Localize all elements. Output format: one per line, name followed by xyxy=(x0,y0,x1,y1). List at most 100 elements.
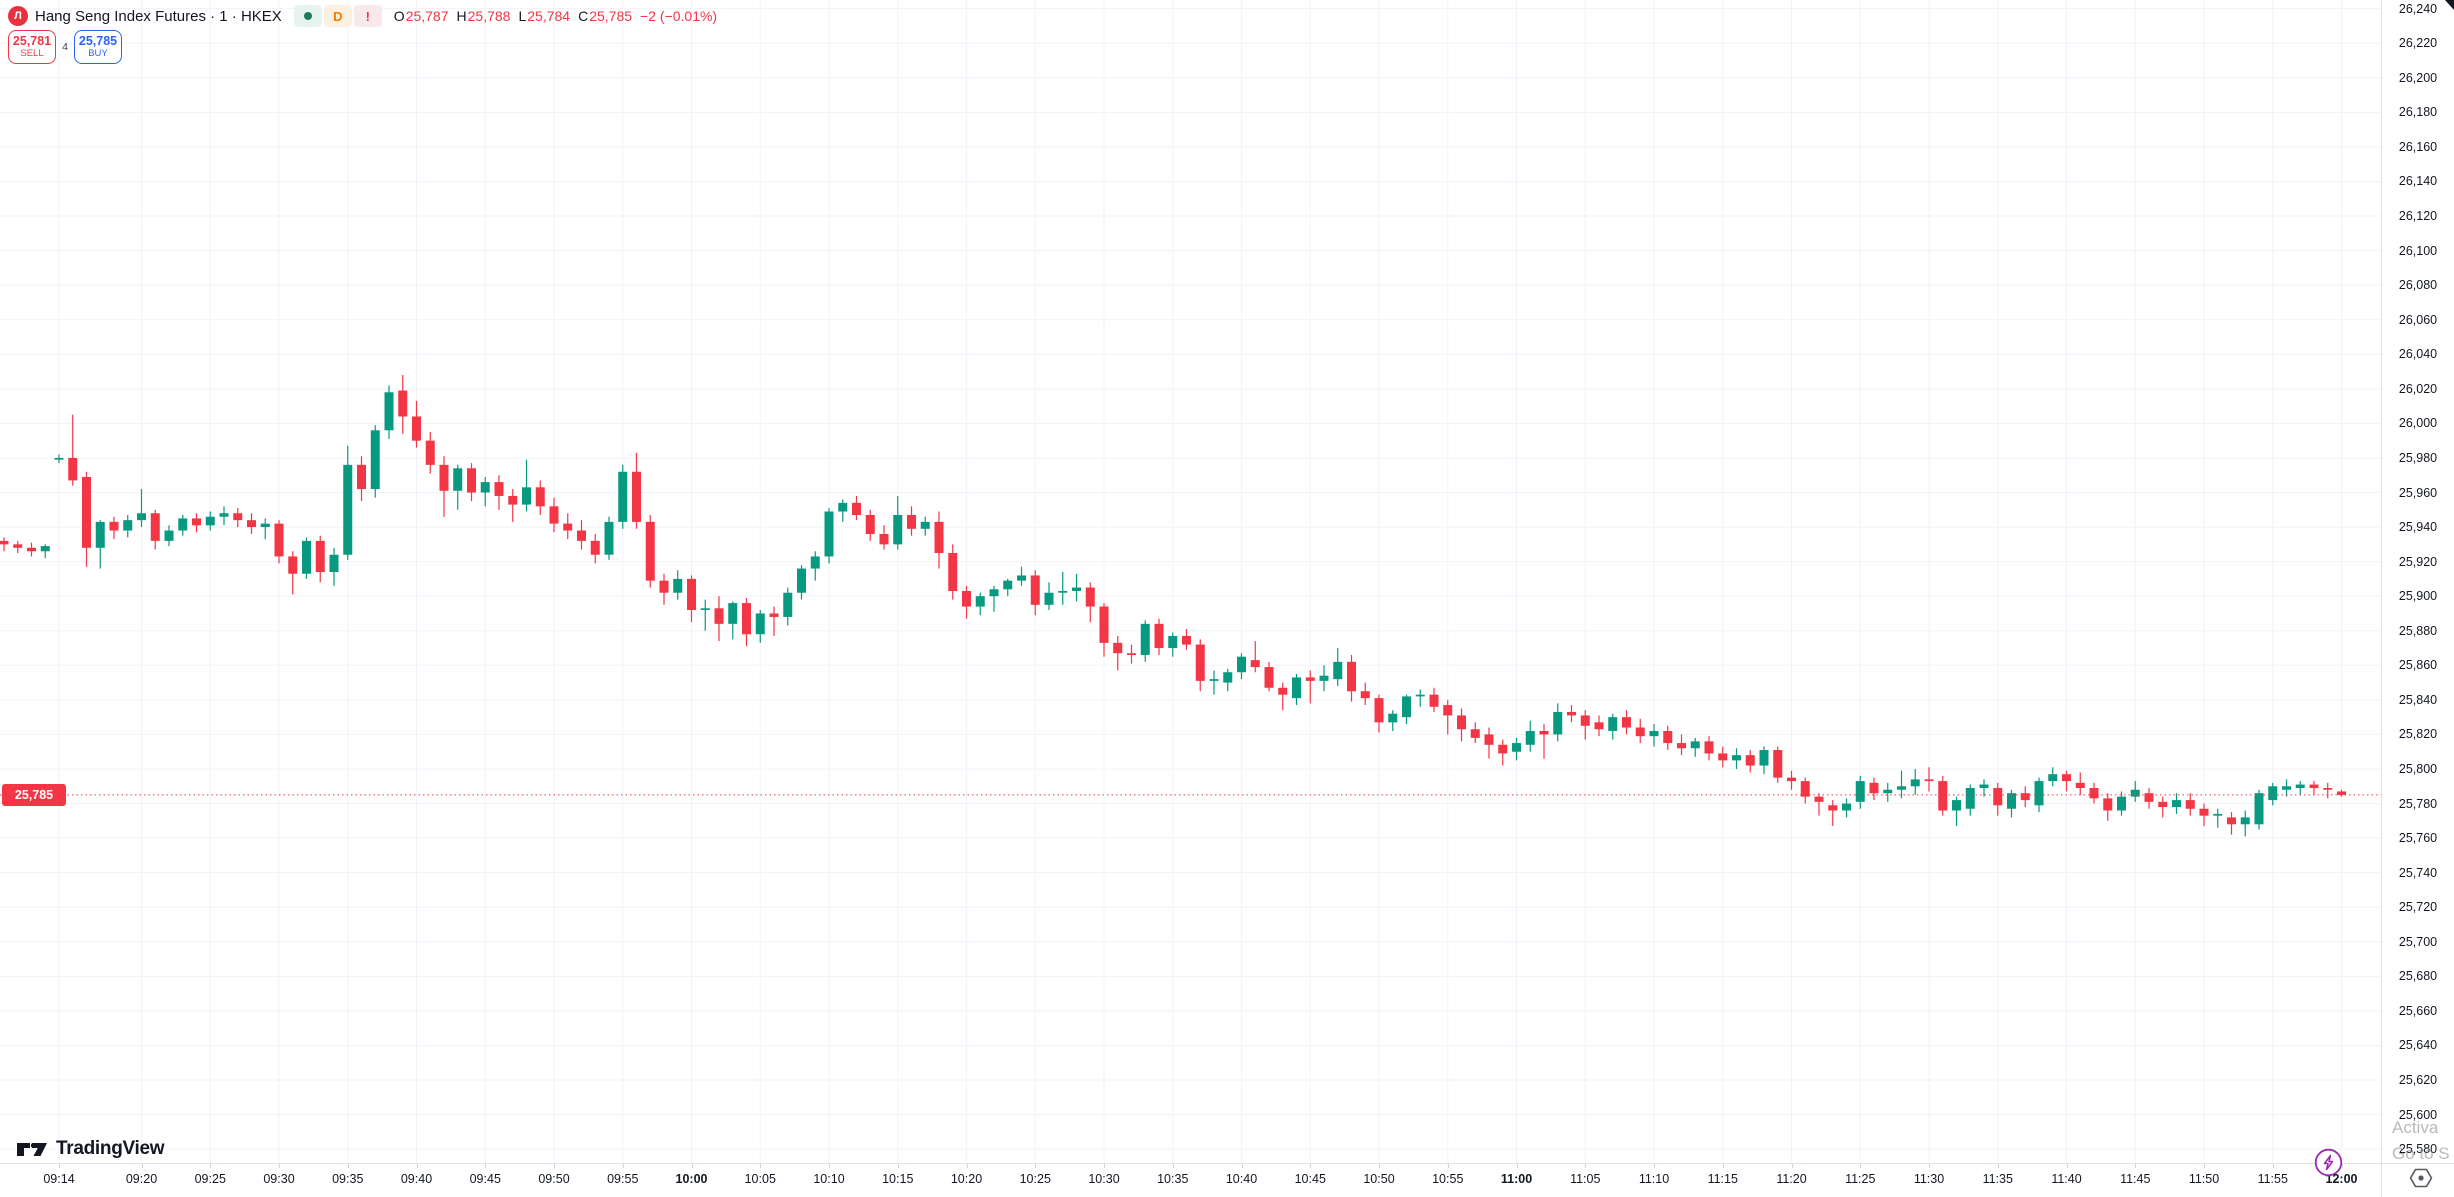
axis-settings-button[interactable] xyxy=(2409,1167,2433,1194)
time-axis-label: 09:25 xyxy=(194,1172,226,1186)
time-axis-separator[interactable] xyxy=(0,1163,2454,1164)
price-axis-label: 25,980 xyxy=(2398,450,2438,465)
sell-price: 25,781 xyxy=(12,34,52,49)
time-axis-label: 11:55 xyxy=(2257,1172,2288,1186)
candle-wick xyxy=(72,414,74,486)
price-axis-label: 25,920 xyxy=(2398,554,2438,569)
candle-body xyxy=(1140,623,1150,655)
candle-body xyxy=(1209,679,1219,681)
candle-body xyxy=(1773,749,1783,778)
candle-body xyxy=(920,521,930,529)
buy-button[interactable]: 25,785 BUY xyxy=(74,30,122,64)
candle-body xyxy=(1127,653,1136,655)
candle-body xyxy=(1168,635,1178,649)
time-axis-label: 11:50 xyxy=(2188,1172,2220,1186)
candle-body xyxy=(27,547,36,552)
last-price-tag: 25,785 xyxy=(2,783,66,806)
time-axis-label: 11:10 xyxy=(1638,1172,1670,1186)
candle-wick xyxy=(704,599,706,631)
candle-body xyxy=(1388,713,1398,723)
time-axis[interactable]: 09:14 09:20 09:25 09:30 09:35 09:40 09:45 09:50… xyxy=(0,1164,2454,1197)
candle-body xyxy=(2323,788,2333,790)
candle-body xyxy=(2282,786,2291,790)
price-axis-label: 26,180 xyxy=(2398,105,2438,120)
time-axis-tick xyxy=(141,1164,143,1168)
price-axis-separator[interactable] xyxy=(2381,0,2382,1197)
candle-body xyxy=(838,502,848,512)
time-axis-tick xyxy=(1447,1164,1449,1168)
price-axis-label: 25,880 xyxy=(2398,623,2438,638)
symbol-header[interactable]: Л Hang Seng Index Futures · 1 · HKEX D !… xyxy=(8,5,717,27)
candle-body xyxy=(2295,784,2305,789)
candle-body xyxy=(1897,786,1906,790)
candle-body xyxy=(948,552,958,592)
time-axis-tick xyxy=(2204,1164,2205,1168)
candle-body xyxy=(1443,705,1453,716)
symbol-logo-icon: Л xyxy=(8,6,28,26)
candle-body xyxy=(164,530,174,541)
candle-body xyxy=(2062,774,2071,782)
candle-body xyxy=(2048,774,2058,782)
candle-body xyxy=(137,513,146,521)
candle-body xyxy=(1030,575,1040,605)
price-axis-label: 26,140 xyxy=(2398,174,2438,189)
candle-body xyxy=(1732,755,1741,761)
time-axis-label: 11:35 xyxy=(1982,1172,2013,1186)
candle-body xyxy=(618,471,628,522)
price-axis-label: 25,780 xyxy=(2398,796,2438,811)
candle-body xyxy=(1264,667,1274,688)
delayed-data-badge[interactable]: D xyxy=(323,5,352,27)
quick-trade-button[interactable] xyxy=(2314,1148,2343,1182)
candle-body xyxy=(604,521,614,555)
candle-body xyxy=(1938,781,1948,811)
candle-body xyxy=(893,514,903,545)
status-badges: D ! xyxy=(293,5,382,27)
candle-body xyxy=(975,596,985,607)
market-open-badge[interactable] xyxy=(293,5,322,27)
price-axis-label: 25,720 xyxy=(2398,900,2438,915)
time-axis-label: 10:50 xyxy=(1363,1172,1395,1186)
tradingview-logo[interactable]: TradingView xyxy=(17,1138,165,1160)
time-axis-tick xyxy=(760,1164,762,1168)
high-label: H xyxy=(456,8,467,24)
candle-body xyxy=(673,578,683,593)
candle-body xyxy=(1993,788,2003,806)
candle-body xyxy=(1883,789,1893,794)
candle-body xyxy=(590,540,600,555)
candle-wick xyxy=(1955,796,1958,827)
candle-body xyxy=(1072,587,1081,592)
candle-body xyxy=(1154,623,1164,649)
time-axis-label: 09:20 xyxy=(125,1172,158,1186)
time-axis-tick xyxy=(1929,1164,1930,1168)
time-axis-tick xyxy=(1516,1164,1518,1168)
market-status-dot-icon xyxy=(303,12,312,20)
time-axis-label: 09:35 xyxy=(332,1172,364,1186)
candle-body xyxy=(1800,781,1810,797)
symbol-title[interactable]: Hang Seng Index Futures · 1 · HKEX xyxy=(35,7,282,25)
spread-value: 4 xyxy=(62,41,68,53)
sell-button[interactable]: 25,781 SELL xyxy=(8,30,56,64)
candle-body xyxy=(879,533,889,545)
low-label: L xyxy=(518,8,527,24)
time-axis-label: 12:00 xyxy=(2325,1172,2358,1186)
candle-body xyxy=(2268,786,2278,801)
candle-body xyxy=(150,513,160,541)
time-axis-tick xyxy=(210,1164,212,1168)
price-axis-label: 26,020 xyxy=(2398,381,2438,396)
candle-body xyxy=(1869,782,1879,794)
candle-body xyxy=(1663,730,1673,744)
candle-body xyxy=(398,390,408,417)
candle-body xyxy=(907,514,916,529)
time-axis-tick xyxy=(1310,1164,1312,1168)
candle-body xyxy=(1044,592,1054,605)
time-axis-tick xyxy=(1241,1164,1243,1168)
candle-body xyxy=(0,540,9,545)
candle-body xyxy=(1649,730,1659,737)
price-axis[interactable]: 26,240 26,220 26,200 26,180 26,160 26,140 26,1… xyxy=(2382,0,2454,1163)
open-label: O xyxy=(393,8,405,24)
alert-badge[interactable]: ! xyxy=(353,5,382,27)
candle-wick xyxy=(1419,689,1421,707)
candle-body xyxy=(989,589,999,597)
candle-body xyxy=(769,613,779,617)
